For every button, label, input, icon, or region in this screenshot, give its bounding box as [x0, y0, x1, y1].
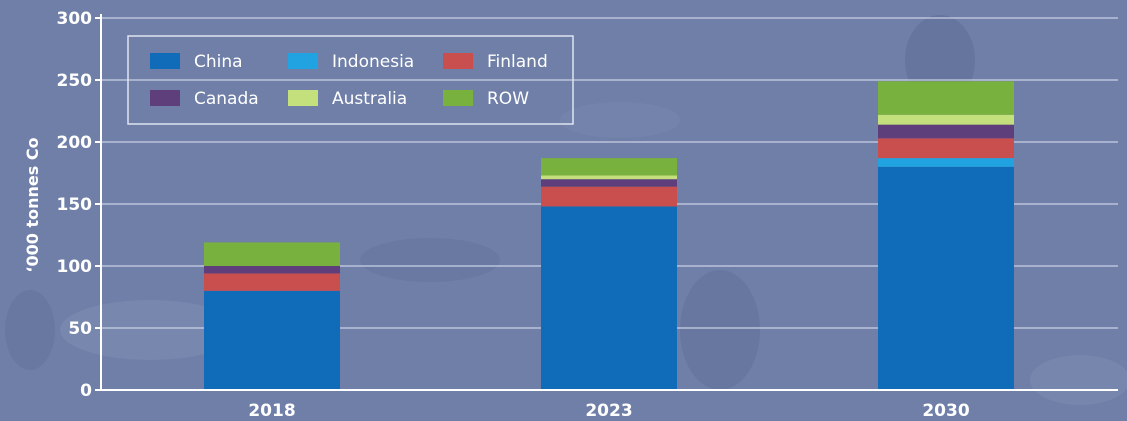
- legend-item-finland: Finland: [443, 52, 548, 72]
- bar-2018-row: [204, 242, 340, 266]
- bar-2030-finland: [878, 138, 1014, 159]
- x-tick-label-2030: 2030: [922, 401, 969, 421]
- x-tick-label-2018: 2018: [248, 401, 295, 421]
- bar-stack-2023: [541, 158, 677, 390]
- legend-item-canada: Canada: [150, 89, 259, 109]
- y-tick-label-150: 150: [57, 195, 93, 215]
- bar-2018-finland: [204, 273, 340, 291]
- legend-label-indonesia: Indonesia: [332, 52, 414, 72]
- legend-swatch-indonesia: [288, 53, 318, 69]
- bar-2023-australia: [541, 175, 677, 180]
- y-tick-label-0: 0: [80, 381, 92, 401]
- y-tick-label-50: 50: [68, 319, 92, 339]
- legend-swatch-row: [443, 90, 473, 106]
- y-tick-labels: 0 50 100 150 200 250 300: [57, 9, 101, 401]
- bar-2030-indonesia: [878, 158, 1014, 167]
- legend-label-canada: Canada: [194, 89, 259, 109]
- y-tick-label-300: 300: [57, 9, 93, 29]
- legend-item-australia: Australia: [288, 89, 407, 109]
- bar-2030-australia: [878, 114, 1014, 125]
- bar-2030-row: [878, 81, 1014, 115]
- y-tick-label-200: 200: [57, 133, 93, 153]
- bar-2023-canada: [541, 179, 677, 187]
- legend-item-indonesia: Indonesia: [288, 52, 414, 72]
- legend-label-china: China: [194, 52, 243, 72]
- bar-2030-canada: [878, 124, 1014, 139]
- legend-swatch-canada: [150, 90, 180, 106]
- legend-swatch-australia: [288, 90, 318, 106]
- bar-2018-canada: [204, 266, 340, 274]
- legend-item-china: China: [150, 52, 243, 72]
- bar-2023-finland: [541, 186, 677, 207]
- legend-label-australia: Australia: [332, 89, 407, 109]
- bar-2030-china: [878, 166, 1014, 390]
- bar-stack-2030: [878, 81, 1014, 390]
- bars: [204, 81, 1014, 390]
- bar-2023-row: [541, 158, 677, 176]
- legend-label-row: ROW: [487, 89, 529, 109]
- bar-2018-china: [204, 290, 340, 390]
- y-tick-label-100: 100: [57, 257, 93, 277]
- legend-swatch-finland: [443, 53, 473, 69]
- y-tick-label-250: 250: [57, 71, 93, 91]
- legend-label-finland: Finland: [487, 52, 548, 72]
- legend: China Indonesia Finland Canada Australia ROW: [127, 35, 574, 125]
- x-tick-labels: 2018 2023 2030: [248, 401, 969, 421]
- bar-stack-2018: [204, 242, 340, 390]
- x-tick-label-2023: 2023: [585, 401, 632, 421]
- bar-2023-china: [541, 206, 677, 390]
- legend-item-row: ROW: [443, 89, 529, 109]
- legend-swatch-china: [150, 53, 180, 69]
- y-axis-title: ‘000 tonnes Co: [23, 137, 42, 272]
- legend-box: [127, 35, 574, 125]
